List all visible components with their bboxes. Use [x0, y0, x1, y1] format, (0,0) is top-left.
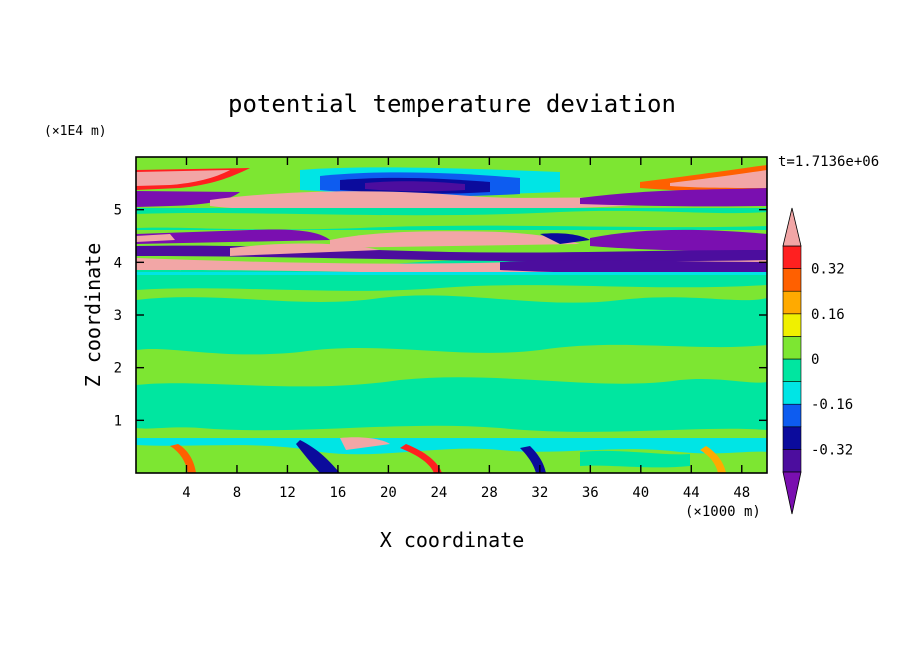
y-axis: 1 2 3 4 5: [114, 203, 767, 429]
contour-region-bl-lime: [580, 450, 690, 468]
contour-plot-area: [136, 157, 767, 473]
chart-title: potential temperature deviation: [228, 90, 676, 118]
contour-region-top-purple: [365, 181, 465, 192]
contour-region-right-pink: [670, 170, 767, 188]
x-tick-label: 40: [632, 485, 649, 501]
contour-region-bl-warm-c: [700, 446, 726, 473]
colorbar-bin: [782, 313, 802, 337]
x-tick-label: 12: [279, 485, 296, 501]
x-unit-label: (×1000 m): [685, 504, 761, 520]
colorbar-label: 0.16: [811, 307, 845, 323]
y-unit-label: (×1E4 m): [44, 124, 107, 139]
contour-region-mid-purple-right: [590, 229, 767, 251]
contour-region-purple-left: [136, 191, 240, 207]
x-tick-label: 24: [430, 485, 447, 501]
contour-region-gap-lime: [136, 210, 767, 230]
colorbar-under-arrow: [782, 471, 802, 515]
y-tick-label: 2: [114, 361, 122, 377]
colorbar-over-arrow: [782, 207, 802, 247]
contour-region-mid-a: [136, 295, 767, 355]
contour-region-mid-b: [136, 377, 767, 432]
x-axis: 4 8 12 16 20 24 28 32 36 40 44 48: [182, 157, 750, 501]
contour-region-mid-pink-left: [136, 234, 175, 242]
x-tick-label: 44: [683, 485, 700, 501]
x-tick-label: 36: [582, 485, 599, 501]
x-tick-label: 4: [182, 485, 190, 501]
contour-region-purple-right: [580, 188, 767, 207]
colorbar-bin: [782, 426, 802, 450]
time-label: t=1.7136e+06: [778, 154, 879, 170]
colorbar-bin: [782, 290, 802, 315]
colorbar: 0.32 0.16 0 -0.16 -0.32: [782, 207, 853, 515]
colorbar-label: 0: [811, 352, 819, 368]
contour-region-mid-blue-right: [540, 233, 590, 244]
contour-region-bl-blue-a: [296, 440, 340, 473]
contour-region-left-pink: [136, 170, 230, 186]
x-tick-label: 48: [733, 485, 750, 501]
contour-region-bl-pink: [340, 437, 390, 450]
x-tick-label: 28: [481, 485, 498, 501]
colorbar-bin: [782, 358, 802, 382]
x-axis-label: X coordinate: [380, 528, 525, 552]
colorbar-bin: [782, 336, 802, 360]
colorbar-label: -0.16: [811, 397, 853, 413]
contour-layer-top: [136, 157, 767, 169]
x-tick-label: 16: [329, 485, 346, 501]
colorbar-bin: [782, 403, 802, 428]
y-axis-label: Z coordinate: [81, 243, 105, 388]
contour-region-mid-purple-left: [136, 229, 330, 244]
x-tick-label: 20: [380, 485, 397, 501]
colorbar-label: -0.32: [811, 442, 853, 458]
contour-region-pink-band: [210, 191, 640, 210]
x-tick-label: 8: [233, 485, 241, 501]
contour-region-bl-warm-a: [170, 444, 196, 473]
y-tick-label: 3: [114, 308, 122, 324]
y-tick-label: 5: [114, 203, 122, 219]
y-tick-label: 1: [114, 413, 122, 429]
y-tick-label: 4: [114, 255, 122, 271]
contour-region-bl-warm-b: [400, 444, 442, 473]
colorbar-bin: [782, 449, 802, 473]
contour-region-deep-purple: [500, 260, 767, 274]
colorbar-label: 0.32: [811, 262, 845, 278]
contour-region-low-pink-patch: [230, 243, 380, 256]
x-tick-label: 32: [531, 485, 548, 501]
contour-region-mid-pink-center: [330, 231, 580, 248]
colorbar-bin: [782, 245, 802, 269]
contour-layer-cyan-base: [136, 272, 767, 275]
colorbar-bin: [782, 381, 802, 405]
colorbar-bin: [782, 268, 802, 292]
